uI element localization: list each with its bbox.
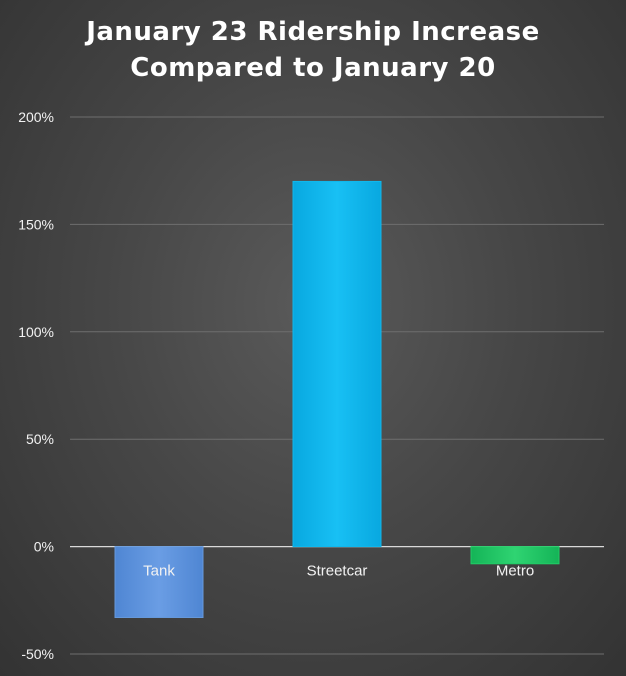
bar-streetcar <box>292 180 382 548</box>
y-tick-label: 100% <box>18 324 54 340</box>
bar-tank <box>114 546 204 618</box>
y-tick-label: -50% <box>21 646 54 662</box>
bar-metro <box>470 546 560 565</box>
x-category-label: Metro <box>496 563 534 580</box>
x-category-label: Tank <box>143 563 175 580</box>
x-category-label: Streetcar <box>307 563 368 580</box>
chart-title-line-2: Compared to January 20 <box>130 53 496 83</box>
y-tick-label: 50% <box>26 431 54 447</box>
chart-title: January 23 Ridership Increase Compared t… <box>0 14 626 86</box>
y-tick-label: 200% <box>18 109 54 125</box>
y-tick-label: 0% <box>34 539 54 555</box>
chart-title-line-1: January 23 Ridership Increase <box>86 17 540 47</box>
y-tick-label: 150% <box>18 216 54 232</box>
